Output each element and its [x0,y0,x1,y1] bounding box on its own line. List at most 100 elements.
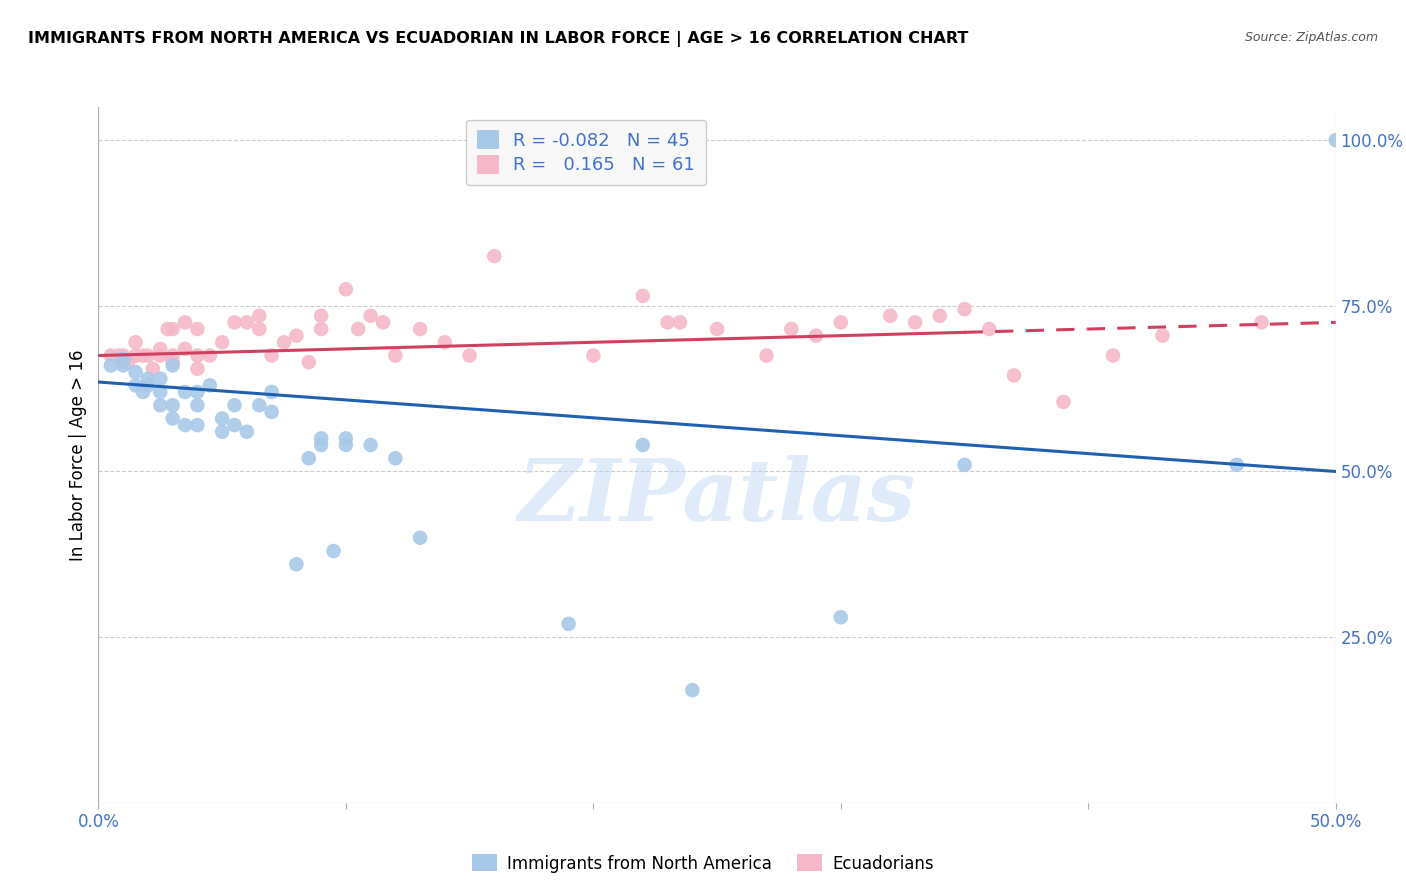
Point [681,683,703,698]
Point [112,359,135,373]
Point [224,315,246,329]
Point [830,315,852,329]
Point [1002,368,1025,383]
Point [156,322,179,336]
Point [1250,315,1272,329]
Point [484,249,506,263]
Point [186,349,208,363]
Point [433,335,456,350]
Point [186,384,208,399]
Point [124,365,146,379]
Point [142,361,165,376]
Point [260,405,283,419]
Point [360,438,382,452]
Point [409,322,432,336]
Point [211,425,233,439]
Point [100,359,122,373]
Point [384,451,406,466]
Point [117,355,139,369]
Point [1102,349,1125,363]
Point [631,289,654,303]
Point [335,438,357,452]
Y-axis label: In Labor Force | Age > 16: In Labor Force | Age > 16 [69,349,87,561]
Text: IMMIGRANTS FROM NORTH AMERICA VS ECUADORIAN IN LABOR FORCE | AGE > 16 CORRELATIO: IMMIGRANTS FROM NORTH AMERICA VS ECUADOR… [28,31,969,47]
Point [162,349,184,363]
Point [309,438,332,452]
Point [335,431,357,445]
Text: ZIPatlas: ZIPatlas [517,455,917,539]
Point [1324,133,1347,147]
Point [174,384,197,399]
Point [830,610,852,624]
Point [211,411,233,425]
Point [124,378,146,392]
Point [136,378,159,392]
Point [174,315,197,329]
Point [186,322,208,336]
Point [224,418,246,433]
Point [273,335,295,350]
Point [100,349,122,363]
Point [149,342,172,356]
Point [669,315,692,329]
Point [247,398,270,412]
Point [706,322,728,336]
Point [112,351,135,366]
Point [322,544,344,558]
Point [136,372,159,386]
Point [347,322,370,336]
Point [107,349,129,363]
Point [198,378,221,392]
Point [236,315,259,329]
Point [298,355,321,369]
Point [149,398,172,412]
Point [162,411,184,425]
Point [1052,395,1074,409]
Point [953,302,976,317]
Point [149,384,172,399]
Point [309,309,332,323]
Point [780,322,803,336]
Point [149,349,172,363]
Point [224,398,246,412]
Point [1152,328,1174,343]
Text: Source: ZipAtlas.com: Source: ZipAtlas.com [1244,31,1378,45]
Point [162,359,184,373]
Point [149,372,172,386]
Point [557,616,579,631]
Point [174,342,197,356]
Point [953,458,976,472]
Point [211,335,233,350]
Point [458,349,481,363]
Point [186,418,208,433]
Point [236,425,259,439]
Point [384,349,406,363]
Point [247,309,270,323]
Point [298,451,321,466]
Point [285,558,308,572]
Point [804,328,827,343]
Point [979,322,1001,336]
Point [162,322,184,336]
Point [309,431,332,445]
Point [904,315,927,329]
Point [657,315,679,329]
Point [1226,458,1249,472]
Point [928,309,950,323]
Legend: R = -0.082   N = 45, R =   0.165   N = 61: R = -0.082 N = 45, R = 0.165 N = 61 [467,120,706,186]
Point [174,418,197,433]
Point [582,349,605,363]
Point [198,349,221,363]
Point [112,355,135,369]
Point [186,361,208,376]
Point [260,384,283,399]
Point [136,349,159,363]
Point [879,309,901,323]
Legend: Immigrants from North America, Ecuadorians: Immigrants from North America, Ecuadoria… [465,847,941,880]
Point [247,322,270,336]
Point [335,282,357,296]
Point [124,349,146,363]
Point [631,438,654,452]
Point [260,349,283,363]
Point [285,328,308,343]
